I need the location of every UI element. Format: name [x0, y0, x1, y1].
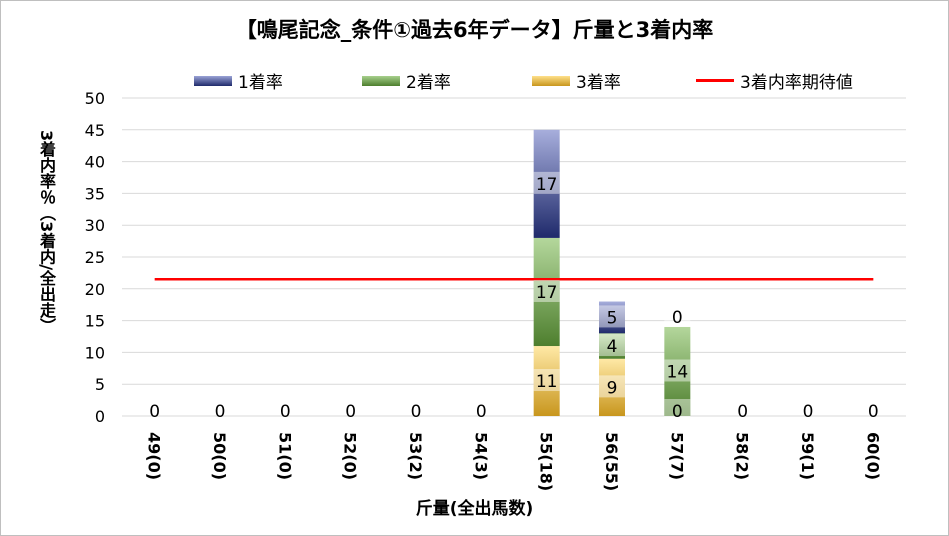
legend-item-2nd: 2着率 — [362, 68, 451, 93]
x-axis-label: 斤量(全出馬数) — [415, 499, 534, 519]
y-tick-label: 30 — [85, 216, 105, 235]
zero-label: 0 — [803, 402, 814, 422]
x-tick-label: 53(2) — [406, 432, 425, 480]
x-axis-ticks: 49(0) 50(0) 51(0) 52(0) 53(2) 54(3) 55(18) 56(5… — [145, 432, 883, 491]
data-label: 14 — [667, 362, 689, 382]
data-label-bg — [599, 375, 625, 398]
bar-segment — [664, 326, 691, 416]
y-tick-label: 35 — [85, 184, 105, 203]
data-label-bg — [533, 279, 560, 302]
data-label: 0 — [672, 308, 683, 328]
data-label: 17 — [536, 175, 558, 195]
y-axis-ticks: 0 5 10 15 20 25 30 35 40 45 50 — [85, 89, 105, 426]
x-tick-label: 52(0) — [341, 432, 360, 480]
grid-lines — [122, 97, 906, 417]
legend-label-1st: 1着率 — [238, 73, 283, 93]
legend-item-3rd: 3着率 — [532, 68, 621, 93]
y-tick-label: 15 — [85, 312, 105, 331]
x-tick-label: 55(18) — [537, 432, 556, 491]
y-tick-label: 40 — [85, 153, 105, 172]
data-label: 11 — [536, 372, 558, 392]
y-tick-label: 0 — [95, 407, 105, 426]
y-tick-label: 50 — [85, 89, 105, 108]
zero-label: 0 — [215, 402, 226, 422]
y-axis-label: 3着内率％（3着内/全出走） — [37, 130, 56, 335]
x-tick-label: 59(1) — [798, 432, 817, 480]
legend-item-1st: 1着率 — [194, 68, 283, 93]
zero-label: 0 — [149, 402, 160, 422]
bar-segment — [599, 301, 625, 334]
zero-label: 0 — [476, 402, 487, 422]
y-tick-label: 25 — [85, 248, 105, 267]
legend-swatch-2nd — [362, 75, 400, 86]
y-tick-label: 20 — [85, 280, 105, 299]
data-label: 9 — [607, 378, 618, 398]
data-label: 5 — [607, 308, 618, 328]
data-label-bg — [533, 171, 560, 194]
zero-label: 0 — [280, 402, 291, 422]
legend-swatch-3rd — [532, 75, 570, 86]
y-tick-label: 5 — [95, 375, 105, 394]
bars — [533, 129, 691, 416]
legend-label-2nd: 2着率 — [406, 73, 451, 93]
y-tick-label: 10 — [85, 343, 105, 362]
y-tick-label: 45 — [85, 121, 105, 140]
x-tick-label: 51(0) — [275, 432, 294, 480]
data-label-bg — [599, 334, 625, 357]
data-label: 17 — [536, 283, 558, 303]
zero-label: 0 — [345, 402, 356, 422]
data-label-bg — [664, 399, 691, 421]
bar-segment — [533, 237, 560, 347]
legend-item-expectation: 3着内率期待値 — [696, 68, 853, 93]
bar-segment — [599, 333, 625, 359]
data-labels: 0 0 0 0 0 0 11 17 17 9 4 5 0 14 0 0 0 0 — [149, 171, 879, 422]
zero-label: 0 — [737, 402, 748, 422]
bar-segment — [533, 129, 560, 238]
data-label-bg — [599, 305, 625, 328]
x-tick-label: 56(55) — [602, 432, 621, 491]
legend-label-expectation: 3着内率期待値 — [740, 73, 853, 93]
x-tick-label: 54(3) — [471, 432, 490, 480]
bar-segment — [533, 346, 560, 416]
legend-swatch-expectation — [696, 79, 734, 82]
data-label-bg — [664, 359, 691, 382]
data-label: 4 — [607, 337, 618, 357]
x-tick-label: 57(7) — [667, 432, 686, 480]
data-label: 0 — [672, 402, 683, 422]
zero-label: 0 — [868, 402, 879, 422]
x-tick-label: 58(2) — [733, 432, 752, 480]
legend: 1着率 2着率 3着率 3着内率期待値 — [180, 68, 900, 93]
legend-swatch-1st — [194, 75, 232, 86]
x-tick-label: 60(0) — [863, 432, 882, 480]
data-label-bg — [664, 304, 691, 327]
data-label-bg — [533, 369, 560, 392]
legend-label-3rd: 3着率 — [576, 73, 621, 93]
x-tick-label: 49(0) — [145, 432, 164, 480]
bar-segment — [599, 358, 625, 416]
zero-label: 0 — [411, 402, 422, 422]
x-tick-label: 50(0) — [210, 432, 229, 480]
chart-title: 【鳴尾記念_条件①過去6年データ】斤量と3着内率 — [235, 18, 714, 42]
